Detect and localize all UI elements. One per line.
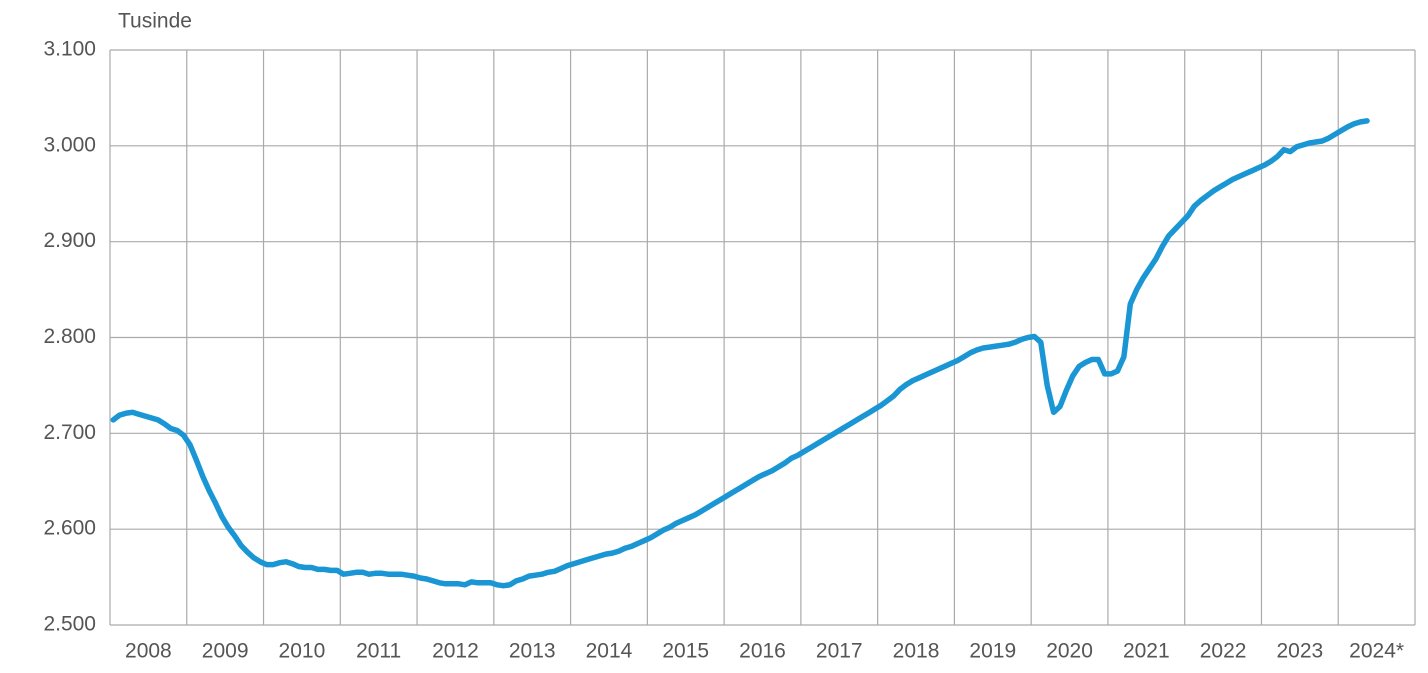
x-tick-label: 2009: [202, 640, 249, 663]
x-tick-label: 2010: [279, 640, 326, 663]
x-tick-label: 2013: [509, 640, 556, 663]
y-axis-label: Tusinde: [118, 10, 192, 33]
x-tick-label: 2008: [125, 640, 172, 663]
x-tick-label: 2016: [739, 640, 786, 663]
x-tick-label: 2021: [1123, 640, 1170, 663]
y-tick-label: 2.600: [43, 517, 96, 540]
x-tick-label: 2024*: [1349, 640, 1404, 663]
y-tick-label: 2.800: [43, 325, 96, 348]
x-tick-label: 2023: [1276, 640, 1323, 663]
x-tick-label: 2018: [893, 640, 940, 663]
x-tick-label: 2022: [1200, 640, 1247, 663]
y-tick-label: 3.000: [43, 133, 96, 156]
x-tick-label: 2014: [586, 640, 633, 663]
y-tick-label: 2.900: [43, 229, 96, 252]
data-line: [110, 118, 1370, 589]
y-tick-label: 3.100: [43, 38, 96, 61]
y-tick-label: 2.500: [43, 613, 96, 636]
x-tick-label: 2020: [1046, 640, 1093, 663]
x-tick-label: 2019: [969, 640, 1016, 663]
x-tick-label: 2015: [662, 640, 709, 663]
y-tick-label: 2.700: [43, 421, 96, 444]
x-tick-label: 2017: [816, 640, 863, 663]
x-tick-label: 2012: [432, 640, 479, 663]
x-tick-label: 2011: [356, 640, 401, 663]
